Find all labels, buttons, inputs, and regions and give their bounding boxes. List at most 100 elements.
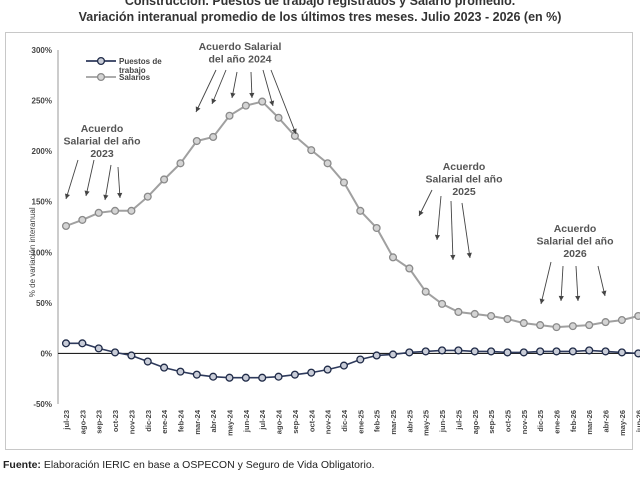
annotation-arrow xyxy=(211,69,227,105)
x-tick-label: ago-23 xyxy=(78,410,87,434)
annotation-4: Acuerdo Salarial del año 2026 xyxy=(536,223,613,260)
arrow-head xyxy=(249,92,255,98)
data-point xyxy=(437,346,447,355)
data-point xyxy=(585,346,594,355)
data-point xyxy=(421,347,430,356)
data-point xyxy=(290,131,299,141)
data-point xyxy=(388,350,398,359)
arrow-head xyxy=(450,254,456,260)
data-point xyxy=(143,192,152,201)
series-line-salarios xyxy=(65,100,640,329)
data-point xyxy=(470,347,479,356)
data-point xyxy=(536,321,545,330)
x-tick-label: nov-23 xyxy=(127,410,136,434)
y-tick-label: 150% xyxy=(32,198,52,207)
x-tick-label: feb-26 xyxy=(569,410,578,432)
x-tick-label: jul-23 xyxy=(62,410,71,431)
data-point xyxy=(552,323,561,332)
x-tick-label: sep-23 xyxy=(95,410,104,434)
data-point xyxy=(568,322,577,331)
data-point xyxy=(274,372,283,381)
x-tick-label: jun-26 xyxy=(634,410,640,433)
y-tick-label: 100% xyxy=(32,248,52,257)
arrow-head xyxy=(211,98,217,104)
x-tick-label: dic-25 xyxy=(536,410,545,432)
annotation-2: Acuerdo Salarial del año 2024 xyxy=(199,41,282,66)
x-tick-label: may-24 xyxy=(226,409,235,436)
y-tick-label: 0% xyxy=(40,349,52,358)
arrow-head xyxy=(84,190,90,196)
annotation-1: Acuerdo Salarial del año 2023 xyxy=(63,123,140,160)
data-point xyxy=(536,347,545,356)
x-tick-label: nov-25 xyxy=(520,410,529,434)
annotation-arrow xyxy=(85,159,95,197)
x-tick-label: ene-24 xyxy=(160,409,169,434)
x-tick-label: jun-24 xyxy=(242,409,251,433)
x-tick-label: feb-24 xyxy=(176,409,185,432)
data-point xyxy=(487,347,496,356)
data-point xyxy=(405,348,414,357)
x-tick-label: ago-24 xyxy=(275,409,284,434)
data-point xyxy=(372,223,381,233)
data-point xyxy=(519,319,528,328)
data-point xyxy=(470,309,479,319)
arrow-head xyxy=(230,92,236,98)
data-point xyxy=(437,299,447,308)
data-point xyxy=(209,372,218,381)
annotation-arrow xyxy=(461,202,471,259)
data-point xyxy=(356,355,365,364)
data-point xyxy=(176,367,185,376)
x-tick-label: abr-24 xyxy=(209,409,218,432)
x-tick-label: jul-24 xyxy=(258,409,267,430)
data-point xyxy=(601,347,610,356)
data-point xyxy=(258,373,267,382)
x-tick-label: mar-26 xyxy=(585,410,594,435)
annotation-arrow xyxy=(450,200,454,261)
data-point xyxy=(111,348,120,357)
arrow-head xyxy=(539,298,545,304)
legend-entry: Salarios xyxy=(119,73,151,82)
data-point xyxy=(617,348,626,357)
data-point xyxy=(339,361,349,370)
y-tick-label: 50% xyxy=(36,299,52,308)
data-point xyxy=(209,132,218,142)
data-point xyxy=(290,370,299,379)
data-point xyxy=(160,175,169,184)
data-point xyxy=(356,206,365,215)
data-point xyxy=(487,311,496,321)
data-point xyxy=(323,365,332,374)
data-point xyxy=(94,208,103,217)
legend-marker xyxy=(96,56,106,66)
data-point xyxy=(323,159,332,168)
annotation-arrow xyxy=(597,265,606,297)
x-tick-label: feb-25 xyxy=(373,410,382,432)
arrow-head xyxy=(434,234,441,240)
data-point xyxy=(78,215,87,224)
data-point xyxy=(258,97,267,106)
annotation-arrow xyxy=(262,69,274,107)
annotation-arrow xyxy=(575,265,579,302)
x-tick-label: jun-25 xyxy=(438,410,447,433)
y-tick-label: -50% xyxy=(33,400,52,409)
annotation-arrow xyxy=(65,159,79,200)
data-point xyxy=(176,159,185,168)
y-tick-label: 300% xyxy=(32,46,52,55)
x-tick-label: ene-25 xyxy=(356,410,365,434)
data-point xyxy=(405,264,414,273)
data-point xyxy=(94,344,103,353)
data-point xyxy=(503,348,512,357)
data-point xyxy=(568,347,577,356)
x-tick-label: ago-25 xyxy=(471,410,480,434)
data-point xyxy=(519,348,528,357)
data-point xyxy=(585,321,594,330)
arrow-head xyxy=(117,192,123,198)
annotation-arrow xyxy=(270,69,297,135)
data-point xyxy=(61,221,71,231)
arrow-head xyxy=(418,210,424,216)
chart-subtitle: Variación interanual promedio de los últ… xyxy=(78,10,562,24)
source-note: Fuente: Elaboración IERIC en base a OSPE… xyxy=(3,459,375,471)
data-point xyxy=(111,206,120,215)
data-point xyxy=(307,146,316,155)
data-point xyxy=(454,346,463,355)
source-label: Fuente: xyxy=(3,459,41,471)
